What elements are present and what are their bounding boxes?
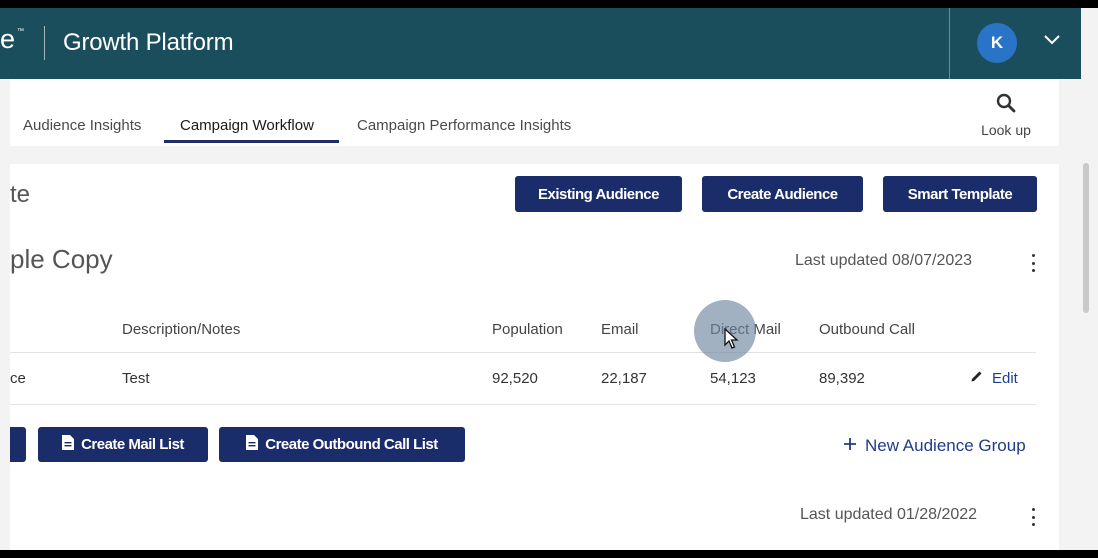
pencil-icon — [970, 369, 984, 387]
new-audience-group-label: New Audience Group — [865, 436, 1026, 455]
table-divider — [10, 352, 1036, 353]
audience-description: Test — [122, 370, 150, 387]
lookup-button[interactable]: Look up — [976, 93, 1036, 138]
more-options-icon[interactable] — [1030, 508, 1036, 526]
new-audience-group-button[interactable]: New Audience Group — [843, 436, 1026, 456]
smart-template-button[interactable]: Smart Template — [883, 176, 1037, 212]
main-content: te Existing Audience Create Audience Sma… — [10, 164, 1059, 550]
tab-campaign-performance-insights[interactable]: Campaign Performance Insights — [357, 117, 572, 134]
more-options-icon[interactable] — [1030, 254, 1036, 272]
last-updated-text: Last updated 01/28/2022 — [800, 506, 978, 523]
active-tab-indicator — [164, 140, 339, 143]
tab-campaign-workflow[interactable]: Campaign Workflow — [180, 117, 314, 134]
tab-audience-insights[interactable]: Audience Insights — [23, 117, 142, 134]
cursor-arrow-icon — [724, 327, 740, 355]
user-menu[interactable]: K — [949, 8, 1082, 79]
lookup-label: Look up — [981, 122, 1031, 138]
existing-audience-button[interactable]: Existing Audience — [515, 176, 682, 212]
outbound-call-value: 89,392 — [819, 370, 865, 387]
last-updated-text: Last updated 08/07/2023 — [795, 252, 973, 269]
document-icon — [62, 435, 75, 454]
create-mail-list-button[interactable]: Create Mail List — [38, 427, 208, 462]
scrollbar-thumb[interactable] — [1083, 163, 1089, 313]
search-icon — [996, 93, 1016, 117]
brand-logo-fragment: e — [0, 24, 16, 54]
email-value: 22,187 — [601, 370, 647, 387]
population-value: 92,520 — [492, 370, 538, 387]
audience-group-title: ple Copy — [10, 244, 113, 274]
app-title: Growth Platform — [63, 29, 234, 56]
plus-icon — [843, 436, 857, 456]
tab-bar: Audience Insights Campaign Workflow Camp… — [10, 79, 1059, 146]
logo-divider — [44, 26, 45, 60]
brand-trademark: ™ — [17, 28, 24, 35]
column-header-description: Description/Notes — [122, 321, 241, 338]
create-outbound-call-list-label: Create Outbound Call List — [265, 436, 438, 453]
document-icon — [246, 435, 259, 454]
create-outbound-call-list-button[interactable]: Create Outbound Call List — [219, 427, 465, 462]
app-window: e ™ Growth Platform K Audience Insights … — [0, 8, 1098, 550]
page-title: te — [10, 181, 31, 208]
column-header-outbound-call: Outbound Call — [819, 321, 915, 338]
create-audience-button[interactable]: Create Audience — [702, 176, 863, 212]
edit-label: Edit — [992, 369, 1018, 387]
partial-button[interactable] — [10, 427, 26, 462]
column-header-email: Email — [601, 321, 639, 338]
audience-name: ce — [10, 370, 26, 387]
chevron-down-icon[interactable] — [1043, 33, 1061, 51]
create-mail-list-label: Create Mail List — [81, 436, 184, 453]
table-divider — [10, 404, 1036, 405]
scrollbar-track[interactable] — [1081, 8, 1098, 550]
column-header-population: Population — [492, 321, 563, 338]
avatar[interactable]: K — [977, 23, 1017, 63]
edit-button[interactable]: Edit — [970, 369, 1018, 387]
direct-mail-value: 54,123 — [710, 370, 756, 387]
top-header: e ™ Growth Platform K — [0, 8, 1081, 79]
